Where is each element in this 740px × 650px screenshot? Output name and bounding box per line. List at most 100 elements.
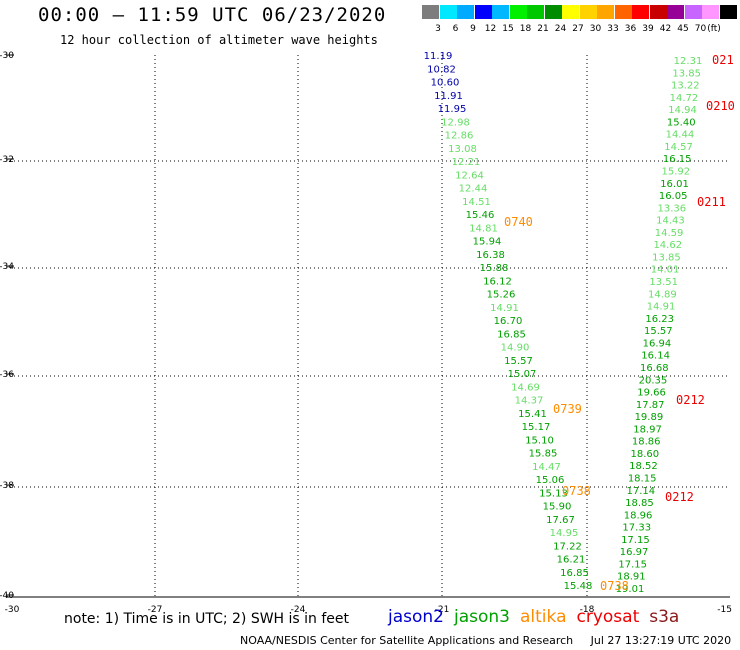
wave-height-value: 19.66 [637, 388, 666, 399]
wave-height-value: 13.85 [652, 252, 681, 263]
wave-height-value: 16.15 [663, 154, 692, 165]
wave-height-value: 13.85 [672, 68, 701, 79]
pass-time-label: 0212 [676, 393, 705, 407]
wave-height-value: 15.41 [518, 409, 547, 420]
wave-height-value: 18.91 [617, 572, 646, 583]
legend-label: 36 [624, 24, 637, 34]
satellite-cryosat-label: cryosat [576, 607, 640, 627]
legend-label: 6 [452, 24, 459, 34]
wave-height-value: 18.15 [628, 473, 657, 484]
wave-height-value: 14.69 [511, 382, 540, 393]
legend-swatch [579, 5, 597, 19]
longitude-tick-label: -21 [435, 605, 450, 615]
wave-height-value: 16.85 [560, 568, 589, 579]
satellite-jason2-label: jason2 [388, 607, 444, 627]
wave-height-value: 16.23 [645, 314, 674, 325]
footer-note: note: 1) Time is in UTC; 2) SWH is in fe… [64, 611, 350, 627]
pass-time-label: 0738 [600, 579, 629, 593]
map-axes: -30 -32 -34 -36 -38 -40 -30 -27 -24 -21 -18 -15 [0, 51, 732, 615]
wave-height-value: 14.91 [490, 303, 519, 314]
legend-swatch [509, 5, 527, 19]
latitude-tick-label: -40 [0, 591, 14, 601]
wave-height-value: 17.33 [622, 523, 651, 534]
wave-height-value: 14.57 [664, 142, 693, 153]
longitude-tick-label: -18 [580, 605, 595, 615]
legend-label: 33 [607, 24, 619, 34]
wave-height-value: 16.12 [483, 276, 512, 287]
wave-height-value: 14.72 [670, 93, 699, 104]
wave-height-value: 15.48 [564, 581, 593, 592]
credit-timestamp: Jul 27 13:27:19 UTC 2020 [590, 634, 732, 647]
wave-height-value: 15.10 [525, 435, 554, 446]
longitude-tick-label: -27 [148, 605, 163, 615]
legend-label: 9 [470, 24, 476, 34]
wave-height-value: 18.60 [631, 449, 660, 460]
wave-height-value: 12.31 [674, 56, 703, 67]
satellite-legend: jason2 jason3 altika cryosat s3a [388, 607, 689, 627]
wave-height-value: 16.70 [494, 316, 523, 327]
wave-height-value: 18.52 [629, 461, 658, 472]
wave-height-value: 17.15 [618, 559, 647, 570]
wave-height-value: 10.82 [427, 64, 456, 75]
legend-label: 39 [642, 24, 654, 34]
pass-time-label: 0210 [706, 99, 735, 113]
pass-time-labels: 0740 0739 0738 0738 021 0210 0211 0212 0212 [504, 53, 735, 593]
wave-height-value: 15.57 [644, 326, 673, 337]
legend-label: 42 [659, 24, 672, 34]
wave-height-value: 15.94 [473, 237, 502, 248]
page-subtitle: 12 hour collection of altimeter wave hei… [60, 33, 378, 47]
legend-label: 70 [694, 24, 707, 34]
legend-label: 27 [572, 24, 584, 34]
wave-height-value: 12.98 [441, 117, 470, 128]
satellite-jason3-label: jason3 [454, 607, 510, 627]
wave-height-value: 13.08 [448, 144, 477, 155]
legend-unit: (ft) [707, 24, 721, 34]
credit-line: NOAA/NESDIS Center for Satellite Applica… [240, 634, 731, 647]
wave-height-value: 15.88 [480, 263, 509, 274]
legend-swatch [527, 5, 544, 19]
latitude-tick-label: -32 [0, 155, 14, 165]
wave-height-value: 16.14 [641, 351, 670, 362]
wave-height-value: 11.95 [438, 104, 467, 115]
wave-height-value: 12.21 [452, 157, 481, 168]
legend-swatch [719, 5, 737, 19]
legend-swatch [474, 5, 492, 19]
pass-time-label: 021 [712, 53, 734, 67]
wave-height-value: 15.13 [539, 488, 568, 499]
legend-label: 15 [502, 24, 514, 34]
wave-height-value: 14.95 [550, 528, 579, 539]
wave-height-value: 15.07 [508, 369, 537, 380]
wave-height-value: 14.91 [647, 302, 676, 313]
pass-time-label: 0212 [665, 490, 694, 504]
legend-label: 45 [677, 24, 689, 34]
wave-height-value: 15.85 [529, 449, 558, 460]
legend-label: 30 [589, 24, 602, 34]
satellite-s3a-label: s3a [649, 607, 680, 627]
altimeter-track-right: 12.3113.8513.2214.7214.9415.4014.4414.57… [616, 56, 703, 595]
legend-swatch [632, 5, 649, 19]
wave-height-value: 13.36 [657, 203, 686, 214]
page-title: 00:00 — 11:59 UTC 06/23/2020 [38, 4, 387, 26]
wave-height-value: 15.92 [662, 167, 691, 178]
wave-height-value: 12.86 [445, 131, 474, 142]
wave-height-value: 15.26 [487, 290, 516, 301]
latitude-tick-label: -38 [0, 481, 14, 491]
wave-height-value: 18.86 [632, 437, 661, 448]
legend-swatch [439, 5, 457, 19]
legend-label: 24 [554, 24, 567, 34]
wave-height-value: 18.96 [624, 510, 653, 521]
wave-height-value: 14.81 [469, 223, 498, 234]
satellite-altika-label: altika [520, 607, 567, 627]
legend-swatch [702, 5, 719, 19]
wave-height-value: 17.22 [553, 541, 582, 552]
wave-height-value: 14.89 [648, 289, 677, 300]
longitude-tick-label: -24 [291, 605, 306, 615]
wave-height-value: 17.14 [626, 486, 655, 497]
legend-swatch [562, 5, 579, 19]
wave-height-value: 16.68 [640, 363, 669, 374]
legend-swatch [597, 5, 614, 19]
wave-height-value: 18.97 [633, 424, 662, 435]
wave-height-value: 13.22 [671, 81, 700, 92]
latitude-tick-label: -34 [0, 262, 14, 272]
